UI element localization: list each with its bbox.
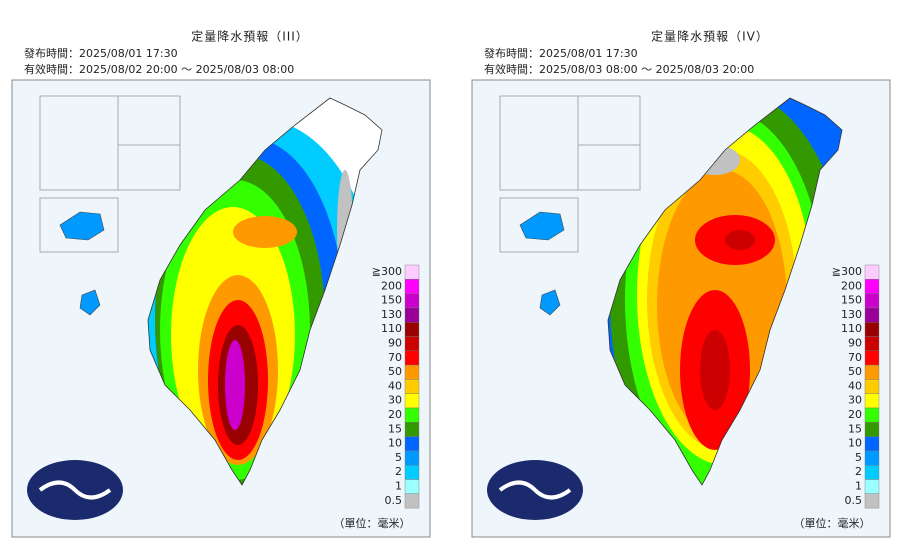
map-panel: 定量降水預報（III） 發布時間：2025/08/01 17:30 有效時間：202… bbox=[11, 29, 431, 538]
inset-box bbox=[577, 144, 641, 191]
legend-label: 90 bbox=[388, 337, 402, 350]
legend-swatch bbox=[404, 422, 420, 437]
legend-swatch bbox=[864, 450, 880, 466]
unit-label: （單位：毫米） bbox=[334, 516, 411, 530]
legend-swatch bbox=[864, 479, 880, 495]
legend-label: 130 bbox=[381, 308, 402, 321]
legend-label: 2 bbox=[855, 465, 862, 478]
legend-swatch bbox=[404, 307, 420, 323]
penghu bbox=[539, 289, 561, 316]
legend-label: 1 bbox=[855, 480, 862, 493]
legend-swatch bbox=[404, 436, 420, 452]
legend-swatch bbox=[864, 465, 880, 480]
legend-label: ≧300 bbox=[832, 265, 862, 278]
legend-swatch bbox=[404, 450, 420, 466]
legend-label: 70 bbox=[388, 351, 402, 364]
logo-swirl bbox=[498, 480, 572, 500]
inset-island bbox=[519, 211, 565, 241]
legend-swatch bbox=[864, 393, 880, 409]
legend-swatch bbox=[404, 322, 420, 337]
unit-label: （單位：毫米） bbox=[794, 516, 871, 530]
legend-label: 90 bbox=[848, 337, 862, 350]
legend-label: 150 bbox=[381, 294, 402, 307]
legend-swatch bbox=[404, 379, 420, 394]
legend-label: 2 bbox=[395, 465, 402, 478]
legend-swatch bbox=[864, 293, 880, 309]
legend-label: 50 bbox=[848, 365, 862, 378]
legend-label: 130 bbox=[841, 308, 862, 321]
legend-swatch bbox=[864, 350, 880, 366]
legend-label: 70 bbox=[848, 351, 862, 364]
legend-swatch bbox=[404, 364, 420, 380]
rain-area bbox=[233, 216, 297, 248]
legend-label: 200 bbox=[381, 279, 402, 292]
legend-label: 150 bbox=[841, 294, 862, 307]
legend-label: 15 bbox=[848, 422, 862, 435]
legend-swatch bbox=[404, 293, 420, 309]
legend-label: ≧300 bbox=[372, 265, 402, 278]
rain-area bbox=[700, 330, 730, 410]
inset-box bbox=[117, 144, 181, 191]
legend-swatch bbox=[864, 264, 880, 280]
inset-island bbox=[59, 211, 105, 241]
legend-swatch bbox=[864, 422, 880, 437]
legend-swatch bbox=[864, 407, 880, 423]
legend-label: 20 bbox=[388, 408, 402, 421]
inset-box bbox=[499, 197, 579, 253]
legend-label: 10 bbox=[848, 437, 862, 450]
rain-area bbox=[725, 230, 755, 250]
issue-time: 發布時間：2025/08/01 17:30 bbox=[484, 46, 638, 60]
rain-area bbox=[225, 340, 245, 430]
legend-swatch bbox=[404, 465, 420, 480]
legend-swatch bbox=[864, 322, 880, 337]
legend-swatch bbox=[404, 279, 420, 294]
legend-swatch bbox=[404, 407, 420, 423]
panel-title: 定量降水預報（IV） bbox=[651, 29, 769, 44]
legend-label: 50 bbox=[388, 365, 402, 378]
valid-time: 有效時間：2025/08/02 20:00 ～ 2025/08/03 08:00 bbox=[24, 62, 294, 76]
legend-swatch bbox=[404, 393, 420, 409]
map-panel: 定量降水預報（IV） 發布時間：2025/08/01 17:30 有效時間：2025… bbox=[471, 29, 891, 538]
panel-title: 定量降水預報（III） bbox=[191, 29, 309, 44]
legend-label: 200 bbox=[841, 279, 862, 292]
penghu bbox=[79, 289, 101, 316]
legend-swatch bbox=[864, 307, 880, 323]
legend-label: 110 bbox=[841, 322, 862, 335]
legend-label: 5 bbox=[855, 451, 862, 464]
legend-swatch bbox=[864, 364, 880, 380]
issue-time: 發布時間：2025/08/01 17:30 bbox=[24, 46, 178, 60]
legend-label: 0.5 bbox=[385, 494, 403, 507]
legend-label: 110 bbox=[381, 322, 402, 335]
legend-swatch bbox=[404, 336, 420, 352]
legend-swatch bbox=[864, 336, 880, 352]
valid-time: 有效時間：2025/08/03 08:00 ～ 2025/08/03 20:00 bbox=[484, 62, 754, 76]
legend-label: 40 bbox=[388, 379, 402, 392]
legend-label: 30 bbox=[388, 394, 402, 407]
legend-label: 0.5 bbox=[845, 494, 863, 507]
legend-swatch bbox=[404, 493, 420, 509]
legend-label: 15 bbox=[388, 422, 402, 435]
legend-swatch bbox=[404, 479, 420, 495]
legend-swatch bbox=[864, 379, 880, 394]
legend-label: 5 bbox=[395, 451, 402, 464]
legend-label: 10 bbox=[388, 437, 402, 450]
legend-label: 20 bbox=[848, 408, 862, 421]
inset-box bbox=[39, 197, 119, 253]
legend-swatch bbox=[864, 279, 880, 294]
logo-swirl bbox=[38, 480, 112, 500]
legend-swatch bbox=[404, 350, 420, 366]
legend-swatch bbox=[864, 436, 880, 452]
legend-swatch bbox=[864, 493, 880, 509]
legend-label: 30 bbox=[848, 394, 862, 407]
legend-swatch bbox=[404, 264, 420, 280]
legend-label: 1 bbox=[395, 480, 402, 493]
legend-label: 40 bbox=[848, 379, 862, 392]
